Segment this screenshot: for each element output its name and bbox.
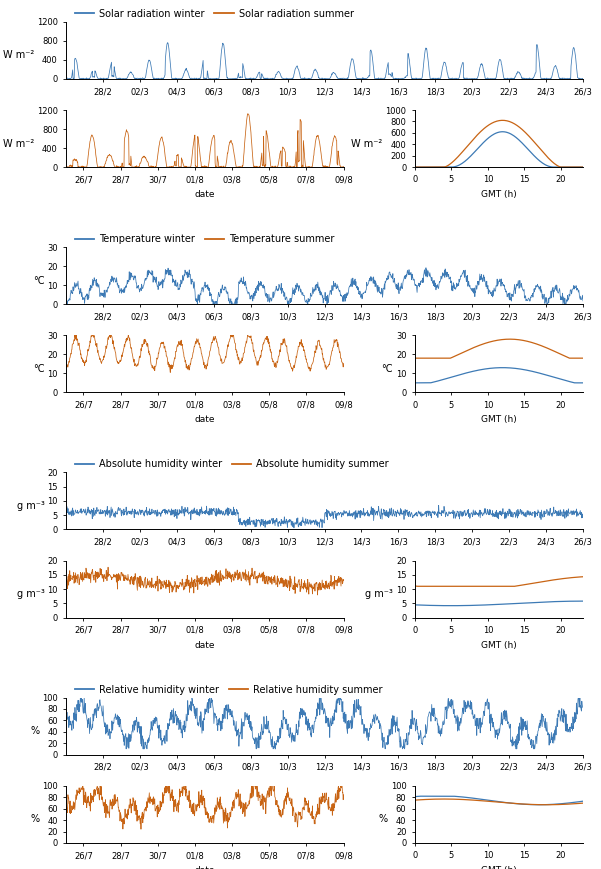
X-axis label: GMT (h): GMT (h) <box>481 866 517 869</box>
Legend: Temperature winter, Temperature summer: Temperature winter, Temperature summer <box>71 230 338 248</box>
Y-axis label: %: % <box>30 726 39 736</box>
Y-axis label: °C: °C <box>33 275 44 286</box>
Y-axis label: °C: °C <box>33 364 44 374</box>
Y-axis label: %: % <box>379 814 388 825</box>
Y-axis label: %: % <box>30 814 39 825</box>
X-axis label: date: date <box>195 415 215 424</box>
X-axis label: GMT (h): GMT (h) <box>481 415 517 424</box>
Legend: Relative humidity winter, Relative humidity summer: Relative humidity winter, Relative humid… <box>71 680 386 699</box>
Y-axis label: g m⁻³: g m⁻³ <box>365 589 393 599</box>
Y-axis label: W m⁻²: W m⁻² <box>3 138 34 149</box>
Y-axis label: W m⁻²: W m⁻² <box>352 138 383 149</box>
Legend: Solar radiation winter, Solar radiation summer: Solar radiation winter, Solar radiation … <box>71 5 358 23</box>
Y-axis label: °C: °C <box>382 364 393 374</box>
X-axis label: date: date <box>195 190 215 199</box>
Y-axis label: g m⁻³: g m⁻³ <box>17 501 44 511</box>
Y-axis label: g m⁻³: g m⁻³ <box>17 589 44 599</box>
Legend: Absolute humidity winter, Absolute humidity summer: Absolute humidity winter, Absolute humid… <box>71 455 393 474</box>
X-axis label: GMT (h): GMT (h) <box>481 640 517 649</box>
X-axis label: date: date <box>195 866 215 869</box>
X-axis label: date: date <box>195 640 215 649</box>
X-axis label: GMT (h): GMT (h) <box>481 190 517 199</box>
Y-axis label: W m⁻²: W m⁻² <box>3 50 34 60</box>
